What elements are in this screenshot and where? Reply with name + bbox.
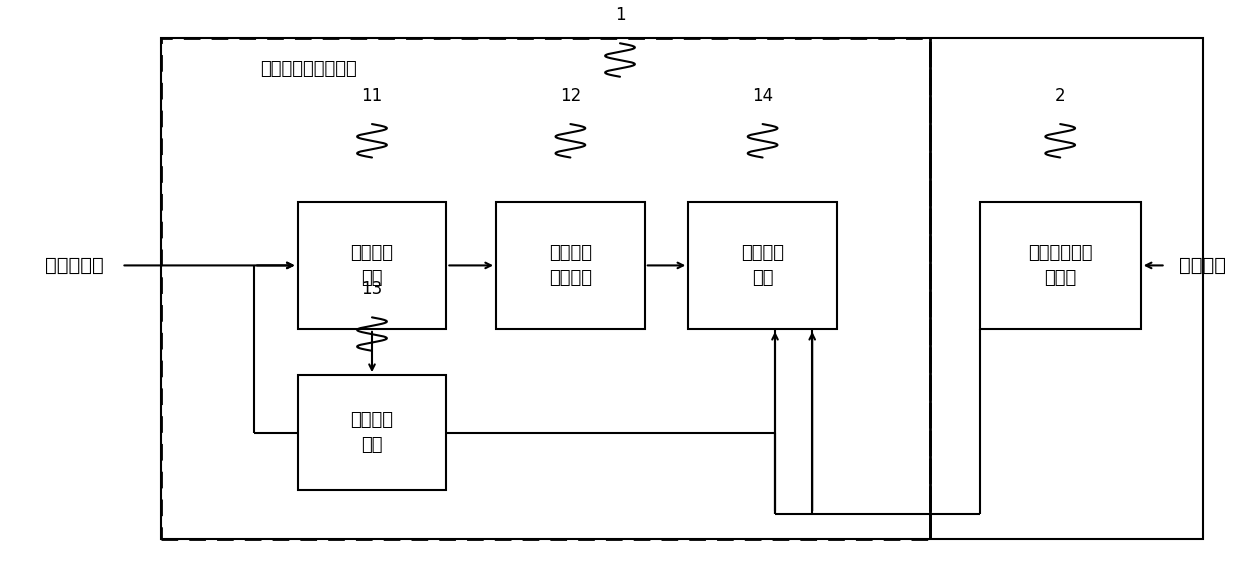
- Text: 11: 11: [361, 87, 383, 105]
- Text: 参考时钟: 参考时钟: [1179, 256, 1226, 275]
- Text: 14: 14: [751, 87, 774, 105]
- Text: 相位选择
单元: 相位选择 单元: [742, 244, 784, 287]
- Text: 多相位时钟产
生模块: 多相位时钟产 生模块: [1028, 244, 1092, 287]
- Bar: [298, 375, 446, 490]
- Text: 时钟与数据恢复模块: 时钟与数据恢复模块: [260, 60, 357, 78]
- Bar: [688, 202, 837, 329]
- Text: 2: 2: [1055, 87, 1065, 105]
- Text: 13: 13: [361, 280, 383, 298]
- Bar: [298, 202, 446, 329]
- Bar: [980, 202, 1141, 329]
- Bar: [161, 38, 1203, 539]
- Text: 干扰检测
单元: 干扰检测 单元: [351, 411, 393, 454]
- Bar: [161, 38, 930, 539]
- Bar: [496, 202, 645, 329]
- Text: 数字低通
滤波单元: 数字低通 滤波单元: [549, 244, 591, 287]
- Text: 相位检测
单元: 相位检测 单元: [351, 244, 393, 287]
- Text: 1: 1: [615, 6, 625, 24]
- Text: 12: 12: [559, 87, 582, 105]
- Text: 待恢复数据: 待恢复数据: [45, 256, 104, 275]
